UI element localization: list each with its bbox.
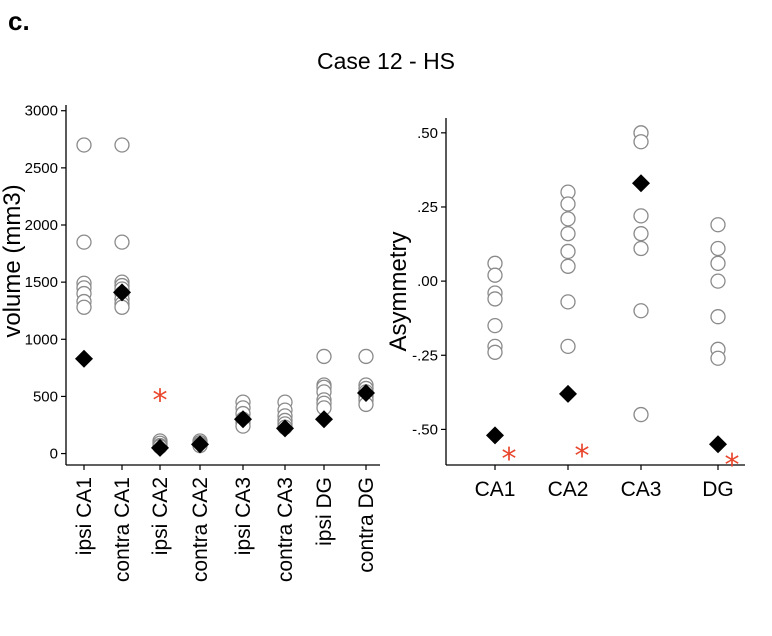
data-point-open bbox=[633, 134, 649, 150]
data-point-open bbox=[710, 309, 726, 325]
data-point-open bbox=[633, 303, 649, 319]
data-point-filled bbox=[709, 435, 727, 454]
data-point-filled bbox=[191, 435, 209, 454]
significance-asterisk: * bbox=[502, 442, 517, 477]
x-category-label: ipsi DG bbox=[313, 477, 336, 546]
data-point-filled bbox=[276, 419, 294, 438]
x-category-label: CA1 bbox=[475, 478, 516, 501]
x-category-label: CA3 bbox=[621, 478, 662, 501]
data-point-open bbox=[560, 258, 576, 274]
data-point-open bbox=[560, 196, 576, 212]
y-tick-label: -.25 bbox=[412, 347, 438, 364]
data-point-open bbox=[633, 240, 649, 257]
y-tick-label: -.50 bbox=[412, 421, 438, 438]
y-axis-label: Asymmetry bbox=[385, 232, 412, 352]
y-tick-label: 0 bbox=[50, 446, 58, 463]
y-tick-label: 3000 bbox=[25, 103, 58, 120]
y-tick-label: 1000 bbox=[25, 331, 58, 348]
y-tick-label: 1500 bbox=[25, 274, 58, 291]
volume-chart: 0 500 1000 1500 2000 2500 3000 volume (mm3) ipsi… bbox=[0, 103, 380, 582]
data-point-open bbox=[358, 348, 374, 365]
data-point-filled bbox=[357, 384, 375, 402]
data-point-open bbox=[76, 234, 92, 250]
x-category-label: contra CA2 bbox=[189, 477, 212, 582]
significance-asterisk: * bbox=[575, 439, 590, 474]
x-category-label: contra CA3 bbox=[274, 477, 297, 582]
data-point-open bbox=[487, 291, 503, 307]
x-category-label: contra DG bbox=[355, 477, 378, 573]
data-point-open bbox=[487, 344, 503, 360]
y-tick-label: .50 bbox=[417, 125, 438, 142]
data-point-open bbox=[76, 137, 92, 153]
x-category-label: ipsi CA2 bbox=[149, 477, 172, 555]
y-tick-label: .25 bbox=[417, 199, 438, 216]
x-category-label: CA2 bbox=[548, 478, 589, 501]
data-point-open bbox=[710, 255, 726, 271]
data-point-filled bbox=[486, 426, 504, 445]
data-point-open bbox=[560, 294, 576, 310]
data-point-filled bbox=[151, 438, 169, 457]
data-point-open bbox=[487, 267, 503, 283]
data-point-open bbox=[560, 338, 576, 355]
panel-label: c. bbox=[8, 6, 30, 36]
x-category-label: ipsi CA3 bbox=[232, 477, 255, 555]
y-tick-label: 2000 bbox=[25, 217, 58, 234]
data-point-filled bbox=[559, 384, 577, 403]
data-point-open bbox=[633, 226, 649, 242]
x-category-label: contra CA1 bbox=[111, 477, 134, 582]
data-point-open bbox=[560, 226, 576, 242]
y-axis-label: volume (mm3) bbox=[0, 184, 26, 337]
data-point-filled bbox=[632, 174, 650, 193]
data-point-open bbox=[114, 234, 130, 250]
data-point-open bbox=[710, 273, 726, 289]
data-point-open bbox=[114, 137, 130, 153]
data-point-filled bbox=[113, 283, 131, 302]
data-point-open bbox=[710, 217, 726, 233]
y-tick-label: .00 bbox=[417, 273, 438, 290]
data-point-filled bbox=[315, 410, 333, 429]
y-tick-label: 500 bbox=[33, 388, 58, 405]
x-category-label: ipsi CA1 bbox=[73, 477, 96, 555]
data-point-open bbox=[633, 406, 649, 423]
data-point-filled bbox=[75, 349, 93, 368]
data-point-open bbox=[633, 208, 649, 224]
data-point-open bbox=[76, 299, 92, 315]
y-tick-label: 2500 bbox=[25, 160, 58, 177]
significance-asterisk: * bbox=[725, 448, 740, 483]
data-point-open bbox=[710, 350, 726, 366]
data-point-open bbox=[316, 348, 332, 365]
data-point-filled bbox=[234, 410, 252, 429]
data-point-open bbox=[560, 243, 576, 260]
significance-asterisk: * bbox=[153, 384, 168, 419]
data-point-open bbox=[560, 211, 576, 227]
data-point-open bbox=[114, 299, 130, 315]
data-point-open bbox=[487, 317, 503, 334]
x-category-label: DG bbox=[702, 478, 734, 501]
data-point-open bbox=[710, 240, 726, 257]
figure-title: Case 12 - HS bbox=[316, 48, 456, 74]
